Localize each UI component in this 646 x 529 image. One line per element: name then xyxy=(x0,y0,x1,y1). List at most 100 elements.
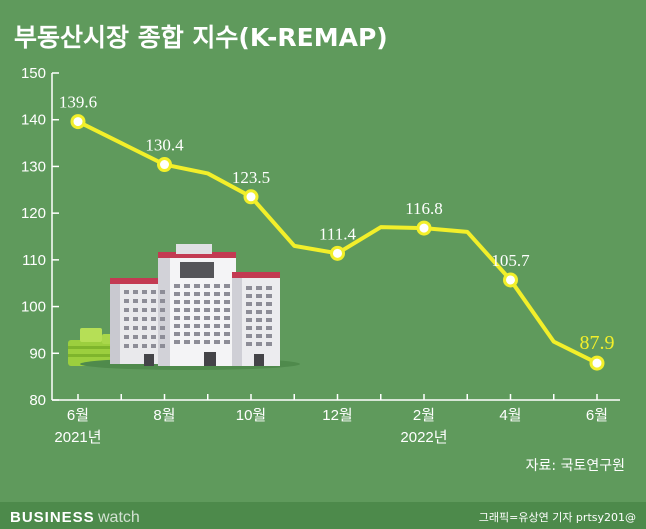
building-illustration xyxy=(68,244,300,370)
window-icon xyxy=(266,302,272,306)
window-icon xyxy=(214,316,220,320)
window-icon xyxy=(256,294,262,298)
window-icon xyxy=(194,316,200,320)
building-windows xyxy=(124,284,272,348)
data-label: 116.8 xyxy=(405,199,443,218)
y-tick-label: 130 xyxy=(21,158,46,175)
window-icon xyxy=(204,292,210,296)
window-icon xyxy=(204,284,210,288)
window-icon xyxy=(184,300,190,304)
window-icon xyxy=(204,332,210,336)
x-tick-label: 6월 xyxy=(586,407,608,424)
window-icon xyxy=(204,340,210,344)
window-icon xyxy=(194,292,200,296)
data-point xyxy=(243,189,259,205)
window-icon xyxy=(246,294,252,298)
window-icon xyxy=(266,318,272,322)
window-icon xyxy=(142,344,147,348)
x-tick-label: 10월 xyxy=(236,407,267,424)
window-icon xyxy=(124,344,129,348)
window-icon xyxy=(174,284,180,288)
y-tick-label: 100 xyxy=(21,299,46,316)
window-icon xyxy=(174,300,180,304)
window-icon xyxy=(151,290,156,294)
window-icon xyxy=(266,334,272,338)
window-icon xyxy=(246,342,252,346)
window-icon xyxy=(174,292,180,296)
window-icon xyxy=(142,308,147,312)
window-icon xyxy=(124,317,129,321)
window-icon xyxy=(224,316,230,320)
data-point xyxy=(503,272,518,288)
x-tick-label: 8월 xyxy=(153,407,175,424)
window-icon xyxy=(204,324,210,328)
window-icon xyxy=(184,324,190,328)
window-icon xyxy=(160,299,165,303)
window-icon xyxy=(142,335,147,339)
window-icon xyxy=(184,308,190,312)
window-icon xyxy=(142,290,147,294)
y-axis: 80 90 100 110 120 130 140 150 xyxy=(21,65,59,409)
window-icon xyxy=(194,324,200,328)
y-tick-label: 80 xyxy=(29,392,46,409)
window-icon xyxy=(214,284,220,288)
window-icon xyxy=(194,332,200,336)
data-labels: 139.6 130.4 123.5 111.4 116.8 105.7 87.9 xyxy=(59,93,615,355)
window-icon xyxy=(204,300,210,304)
window-icon xyxy=(151,308,156,312)
window-icon xyxy=(133,290,138,294)
window-icon xyxy=(266,286,272,290)
window-icon xyxy=(160,326,165,330)
data-point xyxy=(157,157,172,173)
window-icon xyxy=(160,335,165,339)
window-icon xyxy=(214,332,220,336)
window-icon xyxy=(142,299,147,303)
window-icon xyxy=(184,284,190,288)
data-point xyxy=(70,114,86,130)
window-icon xyxy=(256,342,262,346)
data-label: 111.4 xyxy=(319,224,356,243)
window-icon xyxy=(266,310,272,314)
x-tick-year-label: 2021년 xyxy=(54,429,101,446)
window-icon xyxy=(124,299,129,303)
window-icon xyxy=(124,290,129,294)
window-icon xyxy=(214,300,220,304)
brand-logo: BUSINESS xyxy=(10,509,95,526)
window-icon xyxy=(246,302,252,306)
window-icon xyxy=(194,308,200,312)
window-icon xyxy=(160,308,165,312)
window-icon xyxy=(224,340,230,344)
window-icon xyxy=(224,284,230,288)
window-icon xyxy=(214,340,220,344)
window-icon xyxy=(174,316,180,320)
y-tick-label: 150 xyxy=(21,65,46,82)
window-icon xyxy=(142,326,147,330)
window-icon xyxy=(160,344,165,348)
data-label: 105.7 xyxy=(491,251,530,270)
window-icon xyxy=(224,300,230,304)
window-icon xyxy=(246,310,252,314)
brand-logo-light: watch xyxy=(97,509,140,526)
data-points xyxy=(70,114,605,371)
window-icon xyxy=(256,334,262,338)
window-icon xyxy=(256,286,262,290)
y-tick-label: 120 xyxy=(21,205,46,222)
window-icon xyxy=(214,308,220,312)
window-icon xyxy=(224,292,230,296)
window-icon xyxy=(133,308,138,312)
window-icon xyxy=(151,344,156,348)
window-icon xyxy=(184,316,190,320)
window-icon xyxy=(204,316,210,320)
window-icon xyxy=(184,292,190,296)
window-icon xyxy=(133,299,138,303)
window-icon xyxy=(124,326,129,330)
window-icon xyxy=(151,299,156,303)
window-icon xyxy=(214,292,220,296)
window-icon xyxy=(151,326,156,330)
window-icon xyxy=(174,324,180,328)
window-icon xyxy=(124,308,129,312)
y-tick-label: 140 xyxy=(21,112,46,129)
chart-title: 부동산시장 종합 지수(K-REMAP) xyxy=(14,23,388,52)
window-icon xyxy=(194,300,200,304)
